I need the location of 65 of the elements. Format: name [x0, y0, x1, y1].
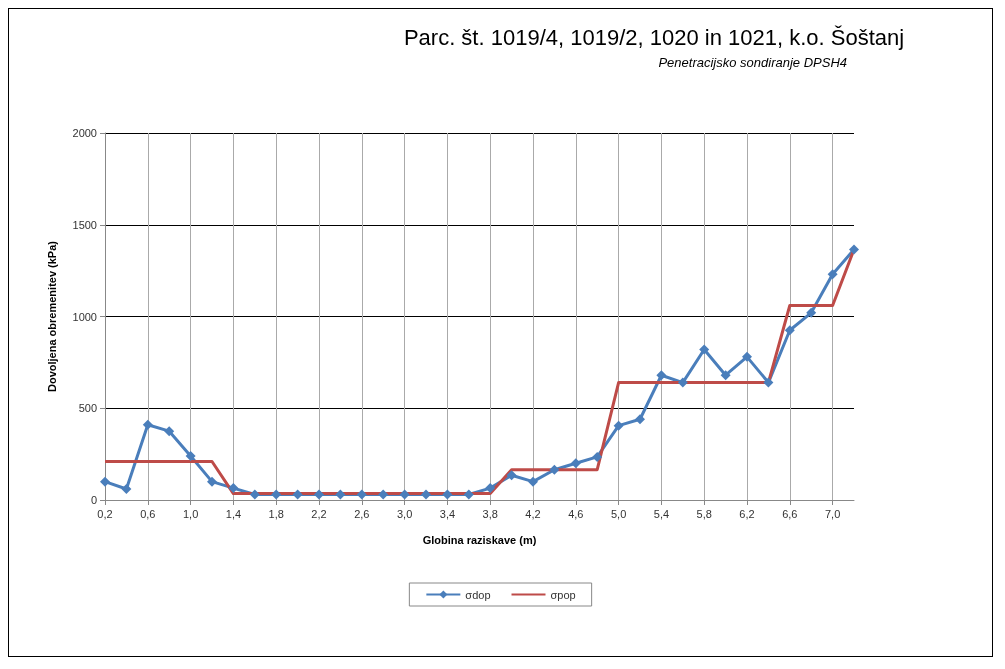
point	[249, 489, 260, 500]
point	[142, 419, 153, 430]
point	[635, 414, 645, 425]
chart-title: Parc. št. 1019/4, 1019/2, 1020 in 1021, k.o. Šoštanj	[403, 24, 905, 50]
x-tick-label: 3,4	[439, 507, 456, 520]
point	[164, 426, 175, 437]
point	[827, 269, 838, 280]
x-tick-label: 4,2	[525, 507, 541, 520]
point	[185, 450, 196, 461]
point	[592, 451, 603, 462]
point	[335, 489, 346, 500]
point	[356, 489, 367, 500]
point	[656, 370, 667, 381]
x-tick-label: 5,8	[696, 507, 712, 520]
point	[763, 377, 774, 388]
legend-label: σdop	[465, 588, 491, 601]
point	[570, 458, 581, 469]
point	[292, 489, 303, 500]
point	[314, 489, 324, 500]
y-tick-label: 1500	[72, 218, 97, 231]
x-tick-label: 1,4	[225, 507, 242, 520]
x-tick-label: 3,8	[482, 507, 498, 520]
x-tick-label: 3,0	[396, 507, 413, 520]
point	[784, 325, 795, 336]
point	[421, 489, 431, 500]
point	[613, 420, 624, 431]
point	[485, 483, 496, 494]
y-tick-label: 500	[78, 402, 97, 415]
point	[100, 476, 110, 487]
point	[806, 307, 817, 318]
x-tick-label: 1,8	[268, 507, 284, 520]
point	[742, 351, 752, 362]
x-tick-label: 4,6	[568, 507, 584, 520]
point	[720, 370, 731, 381]
point	[463, 489, 474, 500]
point	[378, 489, 389, 500]
x-tick-label: 5,4	[653, 507, 670, 520]
x-tick-label: 2,6	[354, 507, 370, 520]
x-tick-label: 0,6	[140, 507, 156, 520]
point	[849, 244, 859, 255]
x-tick-label: 0,2	[97, 507, 113, 520]
x-tick-label: 6,6	[782, 507, 798, 520]
point	[677, 377, 688, 388]
x-tick-label: 7,0	[824, 507, 841, 520]
point	[121, 483, 132, 494]
point	[549, 464, 560, 475]
chart-subtitle: Penetracijsko sondiranje DPSH4	[658, 55, 848, 70]
legend-label: σpop	[550, 588, 576, 601]
point	[442, 489, 453, 500]
y-tick-label: 1000	[72, 310, 97, 323]
y-axis-title: Dovoljena obremenitev (kPa)	[45, 240, 58, 392]
x-tick-label: 5,0	[610, 507, 627, 520]
x-tick-label: 1,0	[182, 507, 199, 520]
x-tick-label: 2,2	[311, 507, 327, 520]
point	[528, 476, 538, 487]
y-tick-label: 2000	[72, 127, 97, 139]
point	[699, 344, 710, 355]
x-tick-label: 6,2	[739, 507, 755, 520]
point	[228, 483, 239, 494]
x-axis-title: Globina raziskave (m)	[422, 533, 537, 546]
point	[399, 489, 410, 500]
y-tick-label: 0	[90, 494, 97, 506]
point	[271, 489, 282, 500]
point	[506, 470, 517, 481]
point	[207, 476, 217, 487]
